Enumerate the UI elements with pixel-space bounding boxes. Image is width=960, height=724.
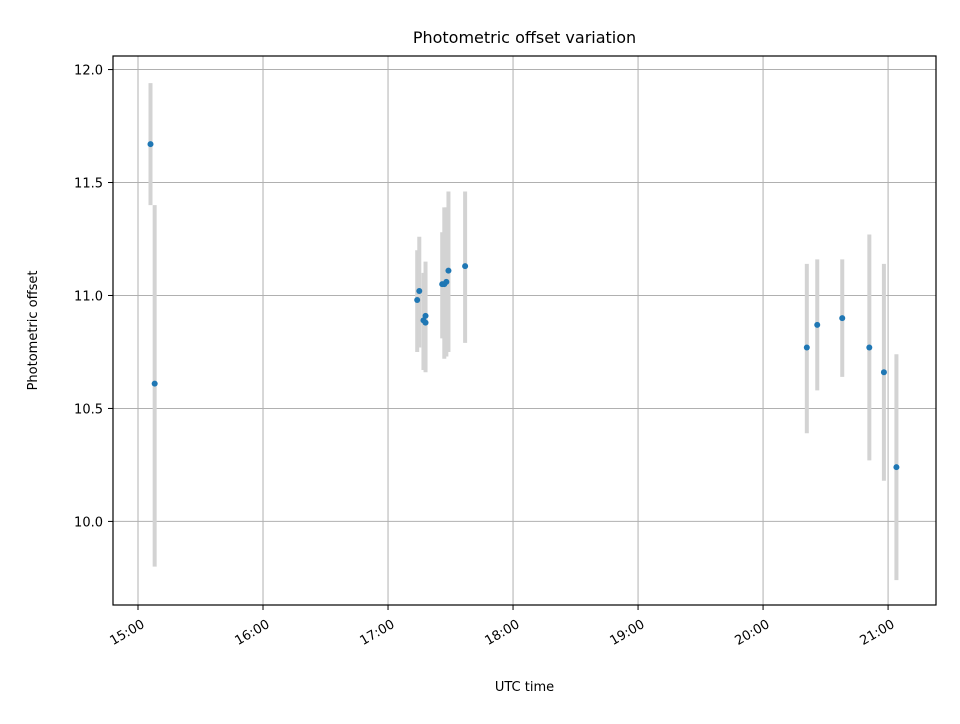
grid-layer [113, 56, 936, 605]
data-point [462, 263, 469, 270]
data-point [893, 464, 900, 471]
data-point [880, 369, 887, 376]
x-axis-label: UTC time [495, 680, 554, 695]
data-point [416, 287, 423, 294]
y-tick-label: 10.0 [74, 515, 103, 530]
y-tick-label: 12.0 [74, 64, 103, 79]
data-point [422, 312, 429, 319]
data-point [151, 380, 158, 387]
data-point [422, 319, 429, 326]
data-point [803, 344, 810, 351]
y-axis-label: Photometric offset [26, 271, 41, 391]
data-point [414, 297, 421, 303]
data-point [445, 267, 452, 274]
data-point [839, 315, 846, 322]
data-point [443, 278, 450, 285]
y-tick-label: 10.5 [74, 402, 103, 417]
point-layer [147, 141, 900, 471]
data-point [814, 321, 821, 328]
data-point [866, 344, 873, 351]
y-tick-label: 11.0 [74, 289, 103, 304]
y-tick-label: 11.5 [74, 177, 103, 192]
plot-frame [112, 55, 937, 606]
chart-title: Photometric offset variation [413, 28, 636, 47]
data-point [147, 141, 154, 148]
